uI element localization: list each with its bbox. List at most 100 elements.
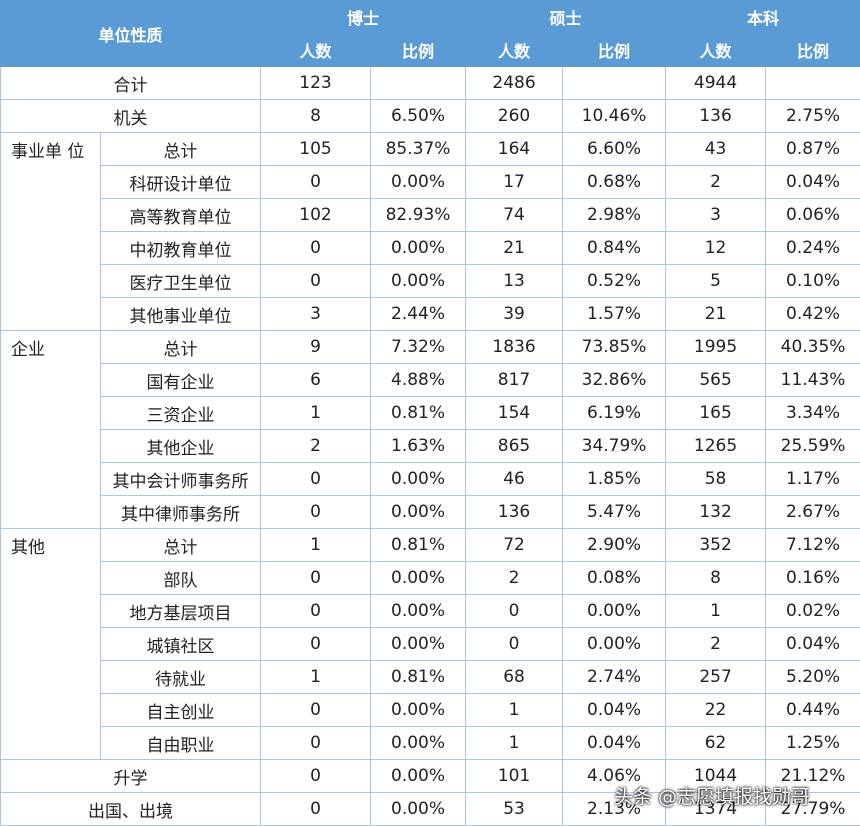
- count-cell: 1: [260, 528, 372, 562]
- ratio-cell: 0.44%: [765, 693, 860, 727]
- group-label: 企业: [0, 330, 101, 529]
- ratio-cell: 2.13%: [562, 792, 667, 826]
- group-label: 其他: [0, 528, 101, 760]
- ratio-cell: 82.93%: [370, 198, 467, 232]
- table-row: 部队 0 0.00% 2 0.08% 8 0.16%: [1, 561, 860, 595]
- count-cell: 1995: [665, 330, 767, 364]
- ratio-cell: 0.00%: [370, 627, 467, 661]
- count-cell: 8: [665, 561, 767, 595]
- table-row: 国有企业 6 4.88% 817 32.86% 565 11.43%: [1, 363, 860, 397]
- count-cell: 3: [260, 297, 372, 331]
- table-row: 事业单 位总计 105 85.37% 164 6.60% 43 0.87%: [0, 132, 860, 331]
- row-label: 中初教育单位: [99, 231, 262, 265]
- count-cell: 352: [665, 528, 767, 562]
- ratio-cell: 0.10%: [765, 264, 860, 298]
- ratio-cell: 0.00%: [370, 792, 467, 826]
- ratio-cell: 0.02%: [765, 594, 860, 628]
- watermark: 头条 @志愿填报找勋哥: [614, 786, 811, 808]
- row-label: 地方基层项目: [99, 594, 262, 628]
- header-row: 单位性质 博士 硕士 本科: [0, 0, 860, 67]
- row-label: 总计: [99, 528, 262, 562]
- ratio-cell: 0.08%: [562, 561, 667, 595]
- count-cell: 0: [260, 759, 372, 793]
- row-label: 部队: [99, 561, 262, 595]
- ratio-cell: 0.00%: [370, 594, 467, 628]
- sub-header: 比例: [765, 33, 860, 67]
- count-cell: 1: [465, 726, 564, 760]
- count-cell: 72: [465, 528, 564, 562]
- count-cell: 53: [465, 792, 564, 826]
- count-cell: 0: [465, 594, 564, 628]
- ratio-cell: 5.20%: [765, 660, 860, 694]
- count-cell: 101: [465, 759, 564, 793]
- count-cell: 0: [260, 627, 372, 661]
- table-row: 地方基层项目 0 0.00% 0 0.00% 1 0.02%: [1, 594, 860, 628]
- row-label: 高等教育单位: [99, 198, 262, 232]
- count-cell: 17: [465, 165, 564, 199]
- count-cell: 1: [260, 396, 372, 430]
- row-label: 自主创业: [99, 693, 262, 727]
- group-label: 事业单 位: [0, 132, 101, 331]
- row-label: 其他事业单位: [99, 297, 262, 331]
- ratio-cell: 0.06%: [765, 198, 860, 232]
- count-cell: 0: [260, 231, 372, 265]
- ratio-cell: 0.00%: [562, 594, 667, 628]
- ratio-cell: 2.98%: [562, 198, 667, 232]
- ratio-cell: 0.24%: [765, 231, 860, 265]
- table-row: 出国、出境 0 0.00% 53 2.13% 1374 27.79%: [0, 792, 860, 826]
- ratio-cell: 6.19%: [562, 396, 667, 430]
- table-row: 机关 8 6.50% 260 10.46% 136 2.75%: [0, 99, 860, 133]
- row-label: 医疗卫生单位: [99, 264, 262, 298]
- table-row: 医疗卫生单位 0 0.00% 13 0.52% 5 0.10%: [1, 264, 860, 298]
- count-cell: 2: [665, 165, 767, 199]
- count-cell: 43: [665, 132, 767, 166]
- count-cell: 21: [465, 231, 564, 265]
- table-row: 中初教育单位 0 0.00% 21 0.84% 12 0.24%: [1, 231, 860, 265]
- count-cell: 102: [260, 198, 372, 232]
- ratio-cell: 25.59%: [765, 429, 860, 463]
- ratio-cell: 6.60%: [562, 132, 667, 166]
- count-cell: 132: [665, 495, 767, 529]
- count-cell: 62: [665, 726, 767, 760]
- ratio-cell: 0.87%: [765, 132, 860, 166]
- ratio-cell: 1.57%: [562, 297, 667, 331]
- ratio-cell: 1.85%: [562, 462, 667, 496]
- count-cell: 817: [465, 363, 564, 397]
- ratio-cell: 0.00%: [370, 231, 467, 265]
- row-label: 其中会计师事务所: [99, 462, 262, 496]
- ratio-cell: 85.37%: [370, 132, 467, 166]
- row-label: 待就业: [99, 660, 262, 694]
- count-cell: 0: [260, 693, 372, 727]
- count-cell: 0: [260, 462, 372, 496]
- count-cell: 0: [260, 165, 372, 199]
- row-label: 国有企业: [99, 363, 262, 397]
- count-cell: 4944: [665, 66, 767, 100]
- ratio-cell: 1.25%: [765, 726, 860, 760]
- ratio-cell: 0.81%: [370, 396, 467, 430]
- ratio-cell: 2.67%: [765, 495, 860, 529]
- sub-header: 人数: [260, 33, 372, 67]
- sub-header: 人数: [665, 33, 767, 67]
- ratio-cell: 0.00%: [370, 264, 467, 298]
- empty-cell: [370, 66, 467, 100]
- ratio-cell: 0.84%: [562, 231, 667, 265]
- count-cell: 1: [465, 693, 564, 727]
- table-header: 单位性质 博士 硕士 本科 人数 比例 人数 比例 人数 比例: [0, 0, 860, 67]
- count-cell: 74: [465, 198, 564, 232]
- count-cell: 21: [665, 297, 767, 331]
- table-row: 城镇社区 0 0.00% 0 0.00% 2 0.04%: [1, 627, 860, 661]
- count-cell: 22: [665, 693, 767, 727]
- ratio-cell: 0.16%: [765, 561, 860, 595]
- ratio-cell: 11.43%: [765, 363, 860, 397]
- sub-header: 人数: [465, 33, 564, 67]
- table-row: 自由职业 0 0.00% 1 0.04% 62 1.25%: [1, 726, 860, 760]
- count-cell: 1265: [665, 429, 767, 463]
- table-row: 企业 总计 9 7.32% 1836 73.85% 1995 40.35%: [0, 330, 860, 529]
- count-cell: 6: [260, 363, 372, 397]
- table-row: 其中律师事务所 0 0.00% 136 5.47% 132 2.67%: [1, 495, 860, 529]
- ratio-cell: 0.00%: [562, 627, 667, 661]
- ratio-cell: 32.86%: [562, 363, 667, 397]
- count-cell: 165: [665, 396, 767, 430]
